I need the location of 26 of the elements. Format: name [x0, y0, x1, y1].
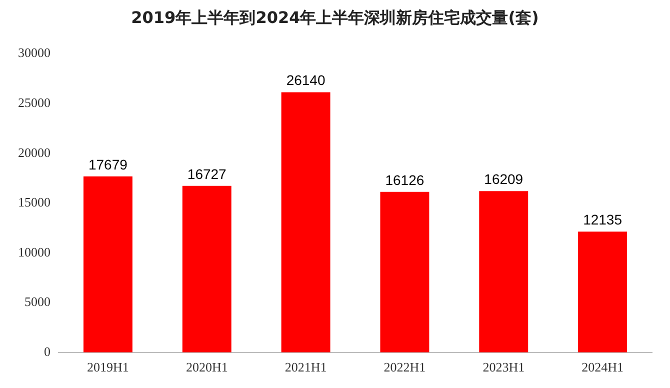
x-tick-label: 2021H1	[284, 360, 327, 375]
x-tick-label: 2022H1	[384, 360, 426, 375]
bar	[578, 232, 628, 352]
data-label: 16727	[187, 166, 227, 182]
x-tick-label: 2024H1	[582, 360, 624, 375]
data-label: 26140	[286, 72, 326, 88]
x-tick-label: 2023H1	[482, 360, 525, 375]
data-label: 16209	[484, 170, 524, 187]
data-label: 16126	[385, 172, 424, 188]
x-tick-label: 2019H1	[87, 360, 129, 375]
x-tick-label: 2020H1	[186, 360, 228, 375]
y-tick-label: 15000	[18, 194, 50, 210]
bar	[281, 92, 330, 352]
bar	[83, 176, 132, 352]
data-label: 17679	[88, 156, 128, 172]
bar	[380, 192, 430, 352]
y-tick-label: 10000	[18, 244, 50, 260]
bar	[182, 186, 232, 352]
y-tick-label: 25000	[18, 94, 50, 110]
y-tick-label: 30000	[18, 45, 50, 60]
y-tick-label: 20000	[18, 144, 50, 160]
bar	[479, 191, 528, 352]
data-label: 12135	[583, 211, 622, 228]
chart-title: 2019年上半年到2024年上半年深圳新房住宅成交量(套)	[130, 8, 540, 29]
y-tick-label: 5000	[24, 294, 50, 310]
y-tick-label: 0	[44, 344, 50, 359]
